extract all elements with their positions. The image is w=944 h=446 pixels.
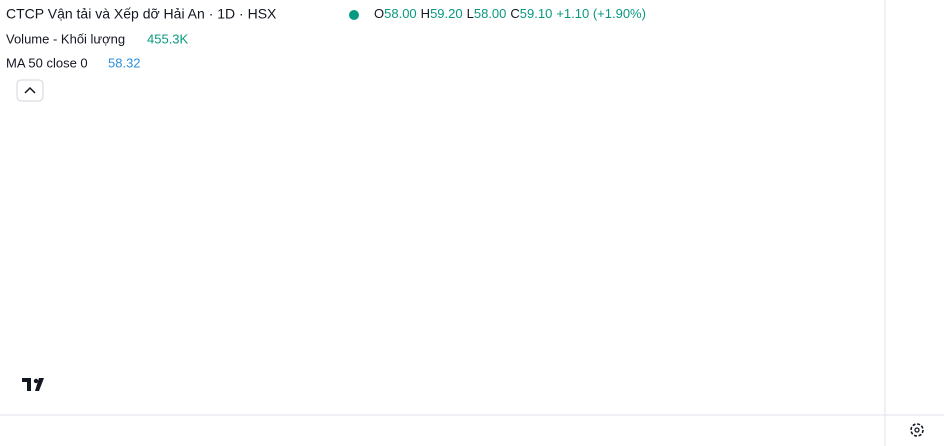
chart-title: CTCP Vận tải và Xếp dỡ Hải An · 1D · HSX [6,6,277,22]
ma-title: MA 50 close 0 [6,55,88,70]
ohlc-value: 58.00 [474,6,507,21]
ohlc-legend: O58.00 H59.20 L58.00 C59.10 +1.10 (+1.90%) [374,6,646,21]
logo-part [33,378,39,384]
volume-title: Volume - Khối lượng [6,31,125,46]
status-dot [349,10,359,20]
collapse-box[interactable] [16,79,44,102]
collapse-button[interactable] [16,79,44,102]
change: +1.10 (+1.90%) [556,6,646,21]
logo-part [22,378,31,382]
ohlc-value: 59.20 [430,6,463,21]
ohlc-key: O [374,6,384,21]
settings-button[interactable] [910,423,924,437]
tv-logo[interactable] [22,378,44,391]
collapse-chevron [24,86,36,94]
ohlc-value: 58.00 [384,6,417,21]
logo-part [27,378,31,391]
gear[interactable] [910,423,924,437]
ohlc-value: 59.10 [520,6,553,21]
volume-value: 455.3K [147,31,189,46]
ohlc-key: C [510,6,519,21]
ohlc-key: H [421,6,430,21]
gear-hub [914,427,920,433]
ohlc-key: L [467,6,474,21]
legend: CTCP Vận tải và Xếp dỡ Hải An · 1D · HSX… [6,6,646,102]
logo-part [35,378,44,391]
ma-value: 58.32 [108,55,141,70]
